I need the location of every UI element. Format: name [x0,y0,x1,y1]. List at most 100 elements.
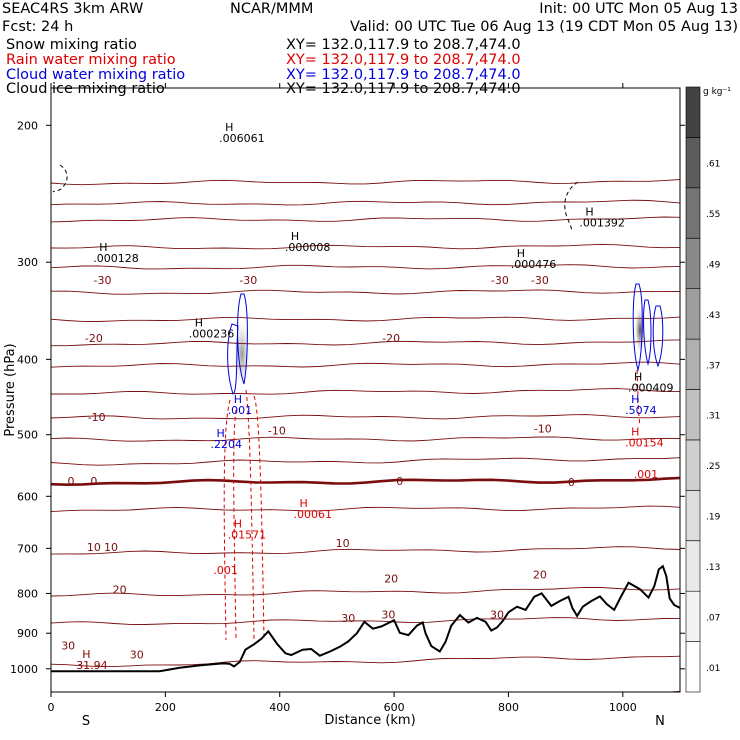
colorbar-unit: g kg⁻¹ [703,87,731,97]
valid-time: Valid: 00 UTC Tue 06 Aug 13 (19 CDT Mon … [350,19,738,35]
y-tick-label: 300 [17,256,38,269]
temperature-contour [51,243,680,250]
max-marker-value: .5074 [625,404,657,417]
x-tick-label: 600 [384,701,405,714]
temperature-label: -30 [94,274,112,287]
y-tick-label: 1000 [10,663,38,676]
colorbar-tick-label: .13 [706,563,720,573]
temperature-label: -30 [491,274,509,287]
colorbar-tick-label: .49 [706,261,721,271]
field-xy-cloud-water: XY= 132.0,117.9 to 208.7,474.0 [286,67,521,83]
temperature-label: 30 [130,649,144,662]
field-label-cloud-water: Cloud water mixing ratio [6,67,185,83]
cloud-water-contour-b [237,293,248,385]
y-tick-label: 200 [17,119,38,132]
cloud-water-contour-d [643,299,652,366]
max-marker-value: .001392 [579,217,625,230]
colorbar-tick-label: .31 [706,412,720,422]
rain-contour-a [223,399,231,641]
cloud-water-contour-c [632,283,643,372]
model-title: SEAC4RS 3km ARW [2,1,143,17]
temperature-label: 20 [384,573,398,586]
temperature-label: -20 [85,332,103,345]
x-tick-label: 200 [155,701,176,714]
temperature-label: 30 [341,612,355,625]
colorbar-swatch [685,540,701,592]
colorbar-swatch [685,187,701,239]
temperature-contour [51,264,680,270]
colorbar-swatch [685,389,701,441]
colorbar-tick-label: .37 [706,361,720,371]
axes: 0 200 400 600 800 100020030040050060070080090… [10,83,685,714]
colorbar-swatch [685,641,701,693]
colorbar-tick-label: .61 [706,160,720,170]
terrain-line [51,564,680,673]
max-marker-letter: H [217,427,225,440]
cloud-water-contour-a [227,323,239,395]
colorbar-swatch [685,590,701,642]
colorbar-tick-label: .07 [706,613,720,623]
max-marker-value: .01571 [228,529,267,542]
temperature-contour [51,617,680,625]
colorbar-swatch [685,86,701,138]
temperature-label: 10 [104,541,118,554]
temperature-contour [51,546,680,555]
temperature-label: 20 [113,583,127,596]
temperature-contour [51,199,680,206]
max-marker-value: 31.94 [76,659,108,672]
temperature-label: 30 [490,609,504,622]
max-marker-value: .000476 [511,258,557,271]
y-tick-label: 800 [17,587,38,600]
max-marker-letter: H [631,426,639,439]
max-marker-value: .00154 [625,437,664,450]
colorbar-tick-label: .43 [706,311,720,321]
max-marker-letter: H [234,393,242,406]
field-xy-rain: XY= 132.0,117.9 to 208.7,474.0 [286,52,521,68]
temperature-contour [51,586,680,597]
temperature-contour [51,388,680,395]
header: SEAC4RS 3km ARW NCAR/MMM Init: 00 UTC Mo… [2,1,738,97]
temperature-label: 10 [336,537,350,550]
max-marker-letter: H [99,241,107,254]
colorbar-swatch [685,439,701,491]
x-tick-label: 800 [498,701,519,714]
y-tick-label: 900 [17,627,38,640]
colorbar-tick-label: .55 [706,210,720,220]
y-tick-label: 400 [17,353,38,366]
max-marker-value: .000008 [285,241,331,254]
max-marker-value: .001 [213,564,238,577]
field-xy-cloud-ice: XY= 132.0,117.9 to 208.7,474.0 [286,81,521,97]
x-tick-label: 0 [48,701,55,714]
field-label-rain: Rain water mixing ratio [6,52,176,68]
colorbar-tick-label: .19 [706,513,721,523]
init-time: Init: 00 UTC Mon 05 Aug 13 [539,1,738,17]
max-marker-letter: H [195,317,203,330]
temperature-contour [51,179,680,186]
colorbar-swatch [685,489,701,541]
y-tick-label: 500 [17,429,38,442]
terrain [51,564,680,673]
y-tick-label: 600 [17,490,38,503]
temperature-label: 30 [381,609,395,622]
temperature-label: -60 [522,40,540,53]
temperature-label: 0 [90,475,97,488]
temperature-contour [51,361,680,368]
temperature-label: 0 [396,475,403,488]
temperature-contour [51,289,680,295]
max-marker-value: .000236 [189,328,235,341]
max-marker-value: .001 [634,468,659,481]
field-xy-snow: XY= 132.0,117.9 to 208.7,474.0 [286,37,521,53]
temperature-contour [51,414,680,420]
end-label-south: S [82,714,90,729]
temperature-contour [51,505,680,513]
cloud-water-contour-e [652,305,664,368]
max-marker-letter: H [585,206,593,219]
max-marker-letter: H [225,121,233,134]
colorbar-tick-label: .01 [706,664,720,674]
temperature-contour [51,476,680,487]
temperature-label: 30 [61,640,75,653]
x-tick-label: 1000 [609,701,637,714]
temperature-label: -10 [268,425,286,438]
snow-contour-east [564,181,579,233]
